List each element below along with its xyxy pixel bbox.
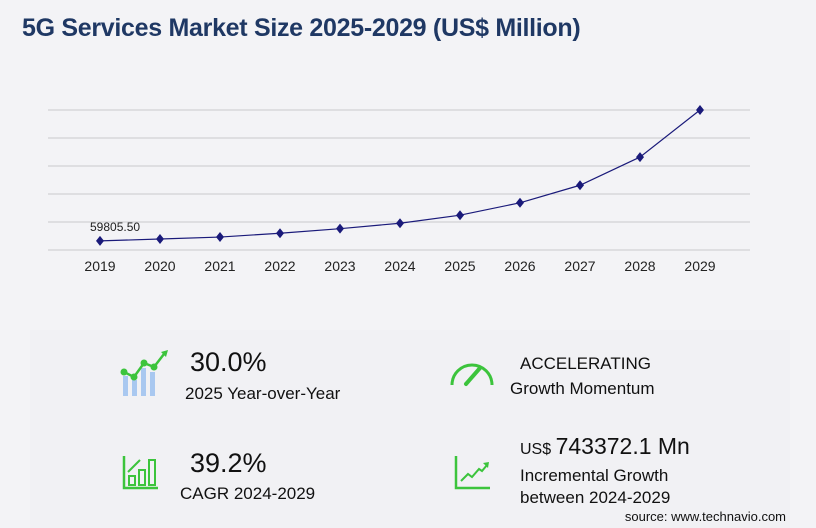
- data-point: [396, 218, 404, 229]
- yoy-value: 30.0%: [190, 347, 267, 377]
- x-tick-label: 2027: [564, 258, 595, 274]
- data-point: [336, 223, 344, 234]
- incremental-value: 743372.1 Mn: [555, 433, 690, 459]
- x-tick-label: 2029: [684, 258, 715, 274]
- yoy-label: 2025 Year-over-Year: [185, 384, 341, 403]
- data-point: [216, 232, 224, 243]
- data-point: [636, 152, 644, 163]
- momentum-value: ACCELERATING: [520, 354, 651, 373]
- x-tick-label: 2024: [384, 258, 415, 274]
- line-chart: 2019 2020 2021 2022 2023 2024 2025 2026 2027 2028…: [48, 105, 750, 274]
- x-tick-label: 2019: [84, 258, 115, 274]
- x-tick-label: 2022: [264, 258, 295, 274]
- data-point: [456, 210, 464, 221]
- bar-trend-icon: [120, 350, 168, 396]
- source-text: source: www.technavio.com: [624, 509, 786, 524]
- line-growth-icon: [454, 456, 490, 490]
- speedometer-icon: [450, 363, 494, 386]
- incremental-label-1: Incremental Growth: [520, 466, 669, 485]
- data-label: 59805.50: [90, 220, 140, 234]
- data-point: [696, 105, 704, 115]
- bar-chart-growth-icon: [122, 456, 158, 490]
- chart-title: 5G Services Market Size 2025-2029 (US$ M…: [22, 14, 581, 42]
- x-tick-label: 2028: [624, 258, 655, 274]
- cagr-label: CAGR 2024-2029: [180, 484, 316, 503]
- x-tick-label: 2020: [144, 258, 175, 274]
- incremental-value-row: US$ 743372.1 Mn: [520, 433, 690, 460]
- x-tick-label: 2023: [324, 258, 355, 274]
- x-tick-label: 2026: [504, 258, 535, 274]
- currency-prefix: US$: [520, 441, 552, 458]
- x-tick-label: 2021: [204, 258, 235, 274]
- momentum-label: Growth Momentum: [510, 379, 655, 398]
- cagr-value: 39.2%: [190, 448, 267, 478]
- data-point: [516, 197, 524, 208]
- x-tick-label: 2025: [444, 258, 475, 274]
- data-point: [276, 228, 284, 239]
- data-point: [156, 234, 164, 245]
- data-point: [96, 235, 104, 246]
- data-point: [576, 180, 584, 191]
- incremental-label-2: between 2024-2029: [520, 488, 671, 507]
